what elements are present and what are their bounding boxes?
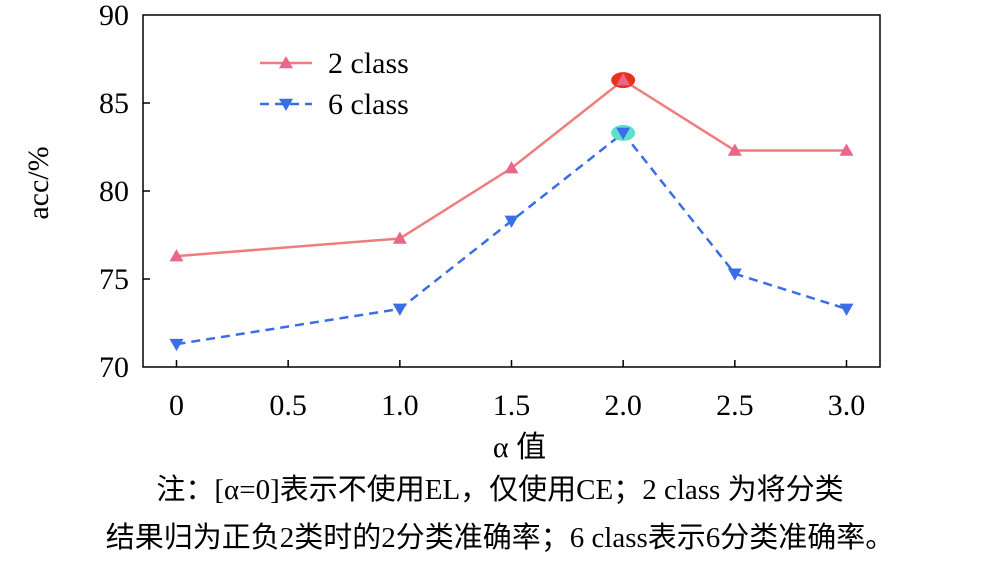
data-point [169,249,184,262]
x-tick-label: 2.0 [604,389,642,422]
y-tick-label: 90 [99,0,129,32]
data-point [504,215,519,228]
y-tick-label: 75 [99,263,129,296]
x-tick-label: 1.5 [493,389,531,422]
y-tick-label: 80 [99,175,129,208]
y-tick-label: 85 [99,87,129,120]
series-line [176,78,847,258]
y-axis-ticks: 70 75 80 85 90 [99,0,150,384]
x-tick-label: 0.5 [269,389,307,422]
series-1 [169,124,854,352]
data-point [616,73,631,86]
x-axis-ticks: 0 0.5 1.0 1.5 2.0 2.5 3.0 [169,360,865,422]
legend: 2 class 6 class [260,47,409,121]
x-axis-label: α 值 [493,431,546,464]
data-point [504,161,519,174]
x-tick-label: 1.0 [381,389,419,422]
legend-label: 2 class [328,47,409,80]
data-point [392,303,407,316]
x-tick-label: 3.0 [828,389,866,422]
data-point [839,303,854,316]
data-point [727,143,742,156]
legend-marker [279,56,293,69]
plot-frame [142,14,881,368]
series-line [176,131,847,346]
legend-marker [279,98,293,111]
y-axis-label: acc/% [22,146,55,219]
x-tick-label: 0 [169,389,184,422]
data-point [727,268,742,281]
data-point [392,231,407,244]
data-point [839,143,854,156]
series-layer [169,72,854,352]
line-chart: 70 75 80 85 90 0 0.5 1.0 1.5 2.0 2.5 3.0 acc/% α 值… [22,0,881,464]
legend-label: 6 class [328,88,409,121]
note-line-2: 结果归为正负2类时的2分类准确率；6 class表示6分类准确率。 [105,522,895,554]
data-point [169,338,184,352]
series-0 [169,72,854,262]
y-tick-label: 70 [99,351,129,384]
x-tick-label: 2.5 [716,389,754,422]
data-point [616,127,631,140]
note-line-1: 注：[α=0]表示不使用EL，仅使用CE；2 class 为将分类 [156,474,844,506]
